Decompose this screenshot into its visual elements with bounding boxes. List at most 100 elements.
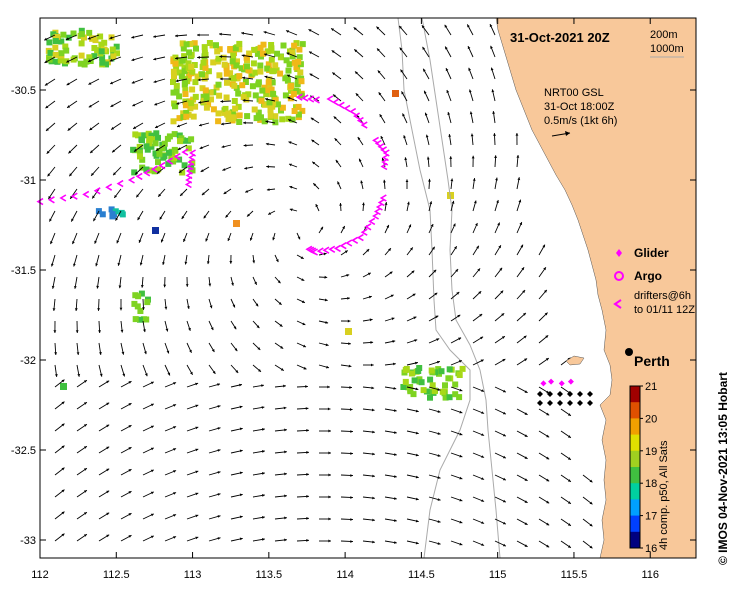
current-time: 31-Oct 18:00Z (544, 101, 615, 113)
current-arrow-head (369, 318, 373, 322)
drifter-marker (353, 112, 361, 120)
drifter-marker (166, 157, 174, 165)
sst-pixel (431, 388, 438, 395)
current-arrow-head (217, 471, 221, 474)
sst-pixel (103, 61, 109, 68)
sst-pixel (236, 112, 243, 119)
current-arrow-head (220, 100, 224, 103)
sst-pixel (267, 106, 274, 113)
sst-pixel (299, 107, 306, 114)
scale-arrow-head (565, 131, 570, 136)
sst-pixel (253, 115, 260, 122)
current-arrow-head (52, 308, 56, 311)
sst-pixel (189, 159, 196, 166)
current-arrow-head (239, 471, 243, 475)
current-arrow-head (445, 68, 449, 72)
current-arrow-head (335, 159, 339, 163)
sst-pixel (259, 50, 266, 57)
drifter-marker (307, 95, 315, 103)
current-arrow-head (350, 496, 353, 499)
sst-pixel (298, 92, 305, 99)
current-arrow-head (184, 261, 188, 265)
colorbar-segment (630, 515, 640, 533)
sst-pixel (293, 64, 300, 71)
colorbar-label: 4h comp. p50, All Sats (658, 440, 670, 550)
sst-pixel (193, 45, 199, 52)
current-arrow-head (445, 46, 448, 50)
current-arrow-head (284, 538, 287, 542)
current-arrow-head (347, 319, 351, 323)
current-arrow-head (333, 94, 336, 98)
current-arrow-head (195, 448, 199, 452)
sst-pixel (190, 113, 197, 120)
current-arrow-head (428, 178, 431, 182)
sst-pixel (261, 118, 268, 125)
sst-pixel (112, 208, 119, 215)
current-arrow-head (437, 542, 441, 545)
current-arrow-head (313, 183, 317, 187)
current-arrow-head (524, 544, 528, 547)
current-arrow-head (423, 68, 426, 72)
current-arrow-head (185, 284, 189, 287)
current-arrow-head (489, 24, 493, 28)
current-arrow-head (83, 468, 87, 471)
current-arrow-head (490, 45, 493, 49)
current-arrow-head (444, 24, 448, 28)
current-arrow-head (128, 469, 132, 472)
y-tick-label: -32 (20, 355, 36, 367)
current-arrow-head (239, 405, 243, 409)
drifter-marker (312, 96, 320, 104)
sst-pixel (187, 41, 194, 47)
current-arrow-head (301, 300, 305, 303)
current-arrow-head (415, 409, 419, 413)
sst-pixel (139, 156, 146, 163)
sst-pixel (148, 132, 155, 139)
sst-pixel (176, 93, 183, 100)
current-arrow-head (154, 102, 158, 106)
sst-pixel (191, 40, 198, 47)
current-arrow-head (234, 348, 238, 352)
current-arrow-head (435, 315, 439, 319)
current-arrow-head (468, 67, 471, 71)
current-arrow-head (201, 192, 205, 196)
current-arrow-head (502, 455, 506, 459)
current-arrow-head (481, 433, 485, 436)
current-arrow-head (394, 431, 397, 434)
current-arrow-head (61, 401, 65, 405)
contour-200m (421, 17, 501, 559)
sst-pixel (272, 62, 279, 69)
sst-pixel (189, 86, 196, 93)
current-arrow-head (280, 368, 284, 371)
sst-pixel (166, 133, 173, 140)
current-arrow-head (371, 408, 375, 412)
glider-marker (558, 380, 565, 387)
drifter-marker (322, 246, 330, 254)
current-arrow-head (301, 278, 305, 281)
current-arrow-head (501, 313, 505, 317)
current-arrow-head (96, 285, 100, 289)
sst-pixel (243, 54, 250, 61)
current-arrow-head (61, 533, 65, 537)
sst-pixel (109, 211, 116, 218)
sst-pixel (229, 114, 236, 121)
current-arrow-head (378, 92, 382, 96)
glider-track-marker (547, 391, 553, 397)
drifter-marker (93, 187, 101, 195)
sst-pixel (63, 47, 70, 54)
current-arrow-head (516, 155, 520, 158)
current-arrow-head (430, 224, 434, 227)
sst-pixel (224, 79, 230, 86)
sst-pixel (199, 71, 205, 78)
current-arrow-head (410, 247, 413, 251)
sst-pixel (277, 70, 284, 77)
current-arrow-head (113, 172, 116, 176)
current-arrow-head (221, 122, 224, 126)
current-arrow-head (262, 516, 265, 519)
current-arrow-head (425, 134, 429, 138)
sst-pixel (439, 388, 446, 395)
sst-pixel (185, 60, 192, 67)
land-western-australia (495, 17, 697, 559)
sst-pixel (65, 34, 72, 41)
sst-pixel (295, 58, 302, 65)
